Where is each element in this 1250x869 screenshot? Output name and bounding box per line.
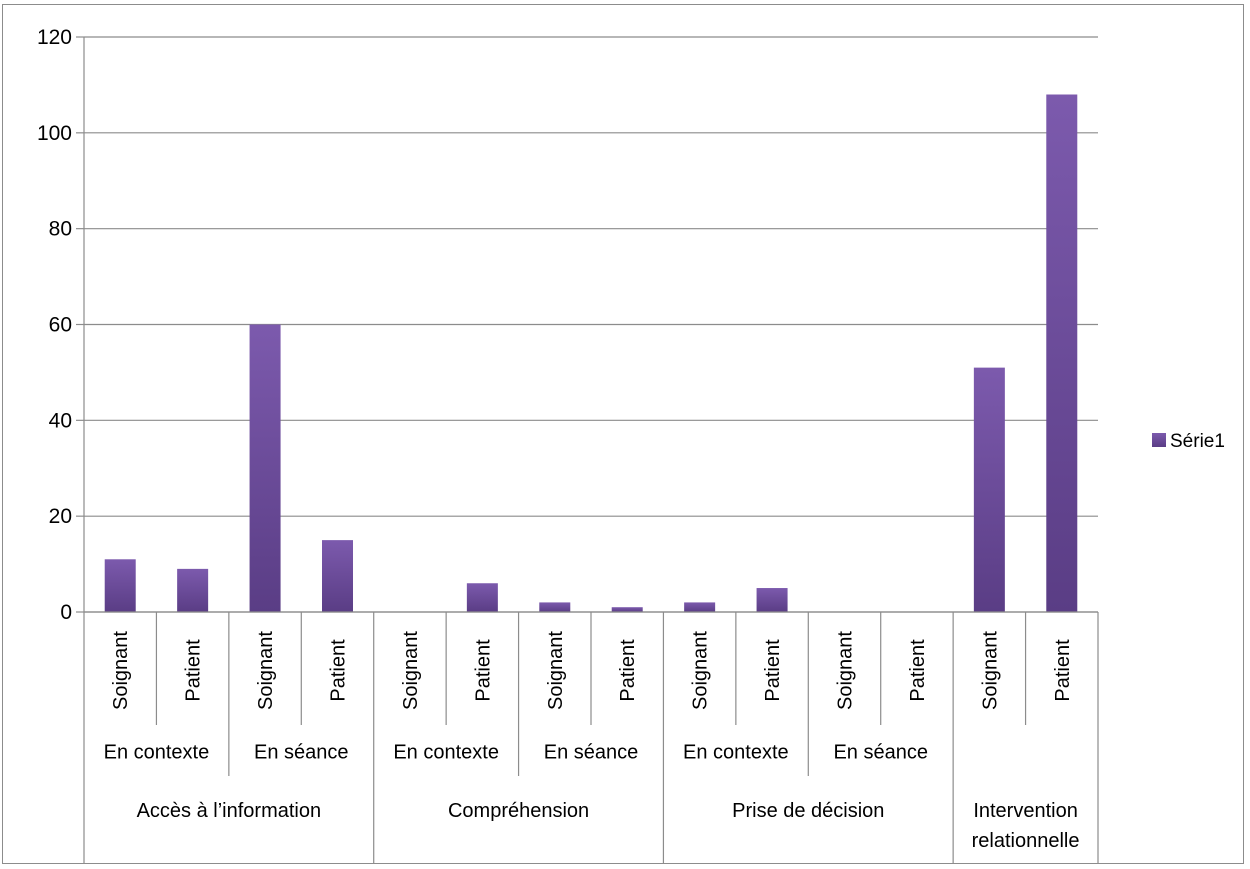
y-tick-label: 120 <box>37 26 72 49</box>
gridlines <box>76 36 1098 613</box>
bar <box>104 559 136 612</box>
bar <box>249 324 281 612</box>
x-label-level2: En séance <box>254 742 349 764</box>
x-label-level3: Compréhension <box>448 800 589 822</box>
bar <box>1046 94 1078 612</box>
x-label-level1: Soignant <box>545 631 567 710</box>
x-label-level1: Soignant <box>690 631 712 710</box>
legend-label: Série1 <box>1170 431 1225 452</box>
y-tick-label: 60 <box>49 314 72 337</box>
bar <box>611 607 643 612</box>
x-label-level1: Patient <box>617 639 639 702</box>
bar <box>322 540 353 612</box>
x-label-level1: Soignant <box>400 631 422 710</box>
x-label-level3: Intervention <box>973 800 1078 822</box>
x-axis: Soignant Patient Soignant Patient Soignant Pa… <box>83 611 1099 864</box>
chart-frame <box>2 4 1244 864</box>
x-label-level1: Patient <box>328 639 350 702</box>
bar <box>539 602 571 612</box>
y-tick-label: 20 <box>49 505 72 528</box>
x-label-level1: Soignant <box>979 631 1001 710</box>
x-label-level2: En contexte <box>683 742 789 764</box>
x-label-level2: En séance <box>833 742 928 764</box>
bar <box>756 588 788 612</box>
y-tick-label: 0 <box>60 601 72 624</box>
bar <box>684 602 716 612</box>
x-label-level1: Soignant <box>255 631 277 710</box>
bar <box>177 568 209 612</box>
y-tick-label: 100 <box>37 122 72 145</box>
x-label-level2: En séance <box>544 742 639 764</box>
legend: Série1 <box>1152 431 1225 452</box>
y-tick-label: 80 <box>49 218 72 241</box>
legend-swatch <box>1152 433 1166 447</box>
x-label-level2: En contexte <box>393 742 499 764</box>
x-label-level1: Patient <box>472 639 494 702</box>
x-label-level3: Accès à l’information <box>137 800 322 822</box>
bars <box>104 94 1078 612</box>
y-tick-label: 40 <box>49 409 72 432</box>
x-label-level1: Patient <box>762 639 784 702</box>
bar <box>973 367 1005 612</box>
x-label-level3: Prise de décision <box>732 800 884 822</box>
x-label-level1: Patient <box>1052 639 1074 702</box>
x-label-level1: Patient <box>183 639 205 702</box>
x-label-level1: Patient <box>907 639 929 702</box>
x-label-level3: relationnelle <box>972 830 1080 852</box>
x-label-level1: Soignant <box>835 631 857 710</box>
x-label-level1: Soignant <box>110 631 132 710</box>
y-axis-labels: 0 20 40 60 80 100 120 <box>37 26 72 624</box>
bar <box>466 583 498 612</box>
x-label-level2: En contexte <box>104 742 210 764</box>
